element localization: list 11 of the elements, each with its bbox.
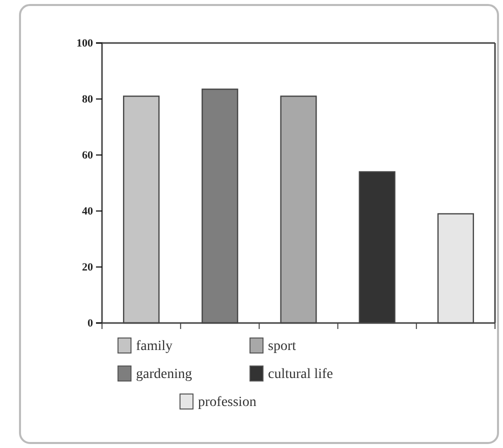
y-tick-label: 40: [82, 206, 94, 218]
y-tick-label: 60: [82, 150, 94, 162]
legend-label: profession: [198, 395, 256, 410]
legend-label: sport: [268, 339, 296, 354]
y-tick-label: 20: [82, 262, 94, 274]
y-tick-label: 0: [88, 318, 94, 330]
legend-label: family: [136, 339, 173, 354]
y-tick-label: 100: [76, 38, 94, 50]
y-tick-label: 80: [82, 94, 94, 106]
legend-label: gardening: [136, 367, 192, 382]
legend-label: cultural life: [268, 367, 333, 382]
